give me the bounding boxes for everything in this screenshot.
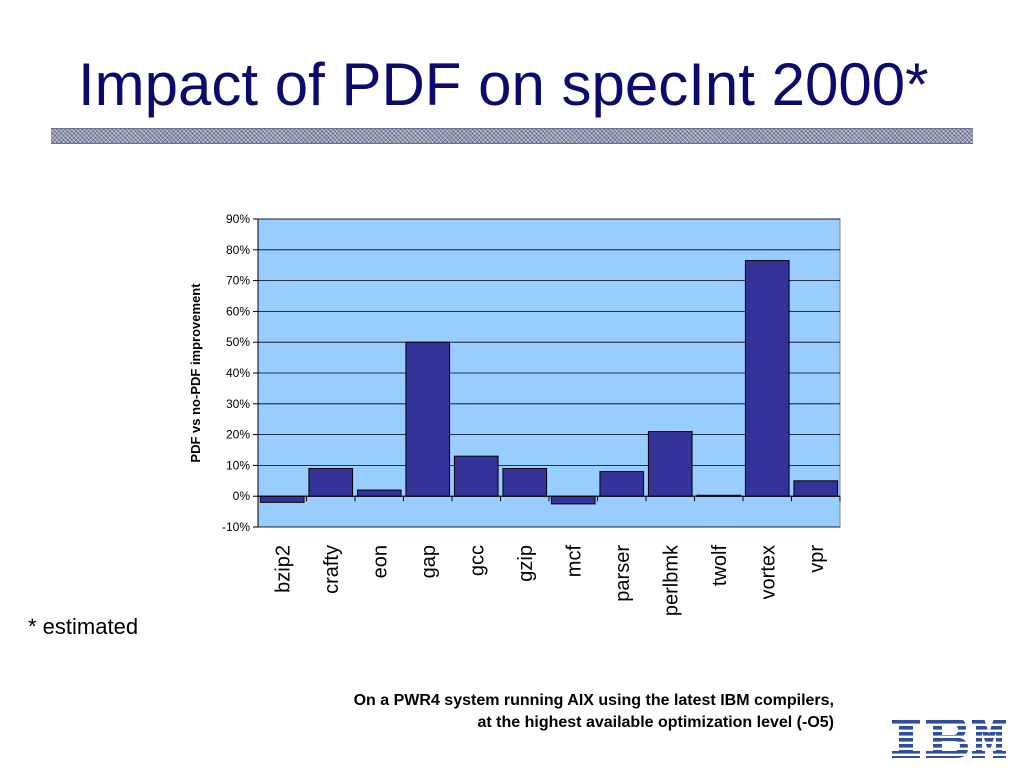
x-tick-label: twolf [709, 545, 731, 587]
bar-perlbmk [647, 431, 693, 497]
system-note-line-2: at the highest available optimization le… [477, 714, 834, 731]
y-axis-label: PDF vs no-PDF improvement [188, 283, 203, 463]
bar-gcc [453, 455, 499, 497]
x-tick-label: mcf [563, 545, 585, 578]
x-tick-label: vortex [757, 545, 779, 599]
y-tick-label: 50% [226, 335, 250, 349]
x-tick-label: gzip [515, 545, 537, 582]
y-tick-label: 30% [226, 397, 250, 411]
y-tick-label: 90% [226, 212, 250, 226]
y-tick-label: 60% [226, 304, 250, 318]
y-tick-label: 10% [226, 458, 250, 472]
x-tick-label: crafty [321, 545, 343, 594]
x-tick-label: eon [369, 545, 391, 578]
y-tick-label: 0% [233, 489, 251, 503]
x-tick-label: gcc [466, 545, 488, 576]
bar-crafty [308, 467, 354, 497]
bar-gzip [502, 467, 548, 497]
bar-bzip2 [259, 495, 305, 503]
x-tick-label: vpr [806, 545, 828, 573]
title-divider [51, 128, 973, 144]
y-tick-label: 20% [226, 428, 250, 442]
chart-bars [259, 260, 839, 505]
bar-chart: -10% 0% 10% 20% 30% 40% 50% 60% 70% 80% 90% bzip2 c… [188, 212, 841, 616]
bar-parser [599, 471, 645, 497]
slide-title: Impact of PDF on specInt 2000* [78, 51, 929, 118]
y-tick-label: 70% [226, 274, 250, 288]
bar-gap [405, 341, 451, 497]
x-tick-label: gap [418, 545, 440, 578]
x-tick-label: parser [612, 545, 634, 602]
x-tick-labels: bzip2 crafty eon gap gcc gzip mcf parser perlbmk… [272, 544, 828, 616]
y-tick-label: 40% [226, 366, 250, 380]
bar-vortex [744, 260, 790, 497]
system-note: On a PWR4 system running AIX using the l… [354, 690, 834, 734]
x-tick-label: perlbmk [660, 544, 682, 616]
system-note-line-1: On a PWR4 system running AIX using the l… [353, 692, 834, 709]
bar-mcf [550, 495, 596, 505]
estimated-footnote: * estimated [28, 614, 139, 639]
bar-vpr [793, 480, 839, 497]
x-tick-label: bzip2 [272, 545, 294, 593]
chart-axes [253, 218, 841, 528]
ibm-logo-icon [892, 718, 1006, 758]
y-tick-label: 80% [226, 243, 250, 257]
y-tick-labels: -10% 0% 10% 20% 30% 40% 50% 60% 70% 80% 90% [222, 212, 250, 534]
y-tick-label: -10% [222, 520, 250, 534]
bar-eon [356, 489, 402, 497]
